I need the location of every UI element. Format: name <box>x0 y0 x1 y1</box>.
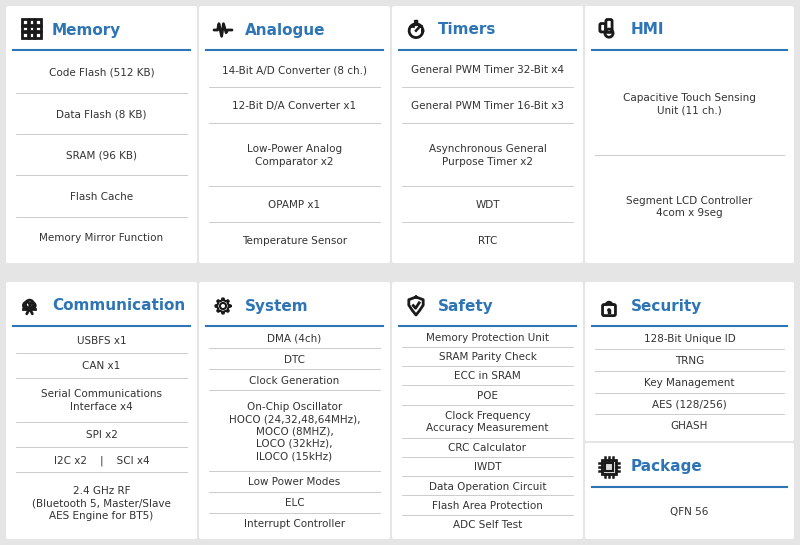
Text: CRC Calculator: CRC Calculator <box>449 443 526 453</box>
Text: CAN x1: CAN x1 <box>82 361 121 371</box>
Text: 2.4 GHz RF
(Bluetooth 5, Master/Slave
AES Engine for BT5): 2.4 GHz RF (Bluetooth 5, Master/Slave AE… <box>32 487 171 521</box>
Text: Clock Generation: Clock Generation <box>250 376 340 386</box>
Text: Flash Cache: Flash Cache <box>70 192 133 202</box>
Circle shape <box>608 309 610 311</box>
Bar <box>602 460 616 474</box>
FancyBboxPatch shape <box>585 282 794 441</box>
Bar <box>22 33 27 38</box>
Text: Segment LCD Controller
4com x 9seg: Segment LCD Controller 4com x 9seg <box>626 196 753 219</box>
FancyBboxPatch shape <box>199 282 390 539</box>
Text: IWDT: IWDT <box>474 462 502 473</box>
Text: Clock Frequency
Accuracy Measurement: Clock Frequency Accuracy Measurement <box>426 411 549 433</box>
Bar <box>414 20 418 22</box>
Text: DMA (4ch): DMA (4ch) <box>267 334 322 344</box>
Text: Key Management: Key Management <box>644 378 734 387</box>
Bar <box>605 463 613 471</box>
Bar <box>29 19 34 25</box>
Text: Capacitive Touch Sensing
Unit (11 ch.): Capacitive Touch Sensing Unit (11 ch.) <box>623 93 756 115</box>
Text: I2C x2    |    SCI x4: I2C x2 | SCI x4 <box>54 455 150 465</box>
Text: RTC: RTC <box>478 236 497 246</box>
Text: Asynchronous General
Purpose Timer x2: Asynchronous General Purpose Timer x2 <box>429 144 546 167</box>
Bar <box>29 26 34 32</box>
FancyBboxPatch shape <box>585 443 794 539</box>
Text: Memory: Memory <box>52 22 122 38</box>
Bar <box>22 19 27 25</box>
Bar <box>22 26 27 32</box>
Text: Timers: Timers <box>438 22 496 38</box>
Text: 12-Bit D/A Converter x1: 12-Bit D/A Converter x1 <box>233 101 357 111</box>
Text: OPAMP x1: OPAMP x1 <box>269 200 321 210</box>
Bar <box>35 33 41 38</box>
Text: Security: Security <box>631 299 702 313</box>
Text: GHASH: GHASH <box>671 421 708 431</box>
Text: Flash Area Protection: Flash Area Protection <box>432 501 543 511</box>
Text: SPI x2: SPI x2 <box>86 430 118 440</box>
FancyBboxPatch shape <box>585 6 794 263</box>
Text: Safety: Safety <box>438 299 494 313</box>
Bar <box>35 26 41 32</box>
Text: 128-Bit Unique ID: 128-Bit Unique ID <box>644 334 735 344</box>
Text: USBFS x1: USBFS x1 <box>77 336 126 346</box>
Text: Analogue: Analogue <box>245 22 326 38</box>
Text: Data Operation Circuit: Data Operation Circuit <box>429 482 546 492</box>
FancyBboxPatch shape <box>392 6 583 263</box>
Bar <box>29 33 34 38</box>
Text: SRAM Parity Check: SRAM Parity Check <box>438 352 537 362</box>
Text: Interrupt Controller: Interrupt Controller <box>244 519 345 529</box>
Text: TRNG: TRNG <box>675 356 704 366</box>
Text: Low-Power Analog
Comparator x2: Low-Power Analog Comparator x2 <box>247 144 342 167</box>
FancyBboxPatch shape <box>6 282 197 539</box>
Text: Data Flash (8 KB): Data Flash (8 KB) <box>56 109 146 119</box>
Text: Serial Communications
Interface x4: Serial Communications Interface x4 <box>41 389 162 412</box>
Text: General PWM Timer 16-Bit x3: General PWM Timer 16-Bit x3 <box>411 101 564 111</box>
Text: Package: Package <box>631 459 702 475</box>
Bar <box>35 19 41 25</box>
Text: System: System <box>245 299 309 313</box>
Text: Code Flash (512 KB): Code Flash (512 KB) <box>49 68 154 78</box>
Text: General PWM Timer 32-Bit x4: General PWM Timer 32-Bit x4 <box>411 65 564 75</box>
Text: HMI: HMI <box>631 22 665 38</box>
Text: Memory Protection Unit: Memory Protection Unit <box>426 333 549 343</box>
FancyBboxPatch shape <box>392 282 583 539</box>
Text: Memory Mirror Function: Memory Mirror Function <box>39 233 163 243</box>
FancyBboxPatch shape <box>199 6 390 263</box>
Text: ADC Self Test: ADC Self Test <box>453 520 522 530</box>
Text: WDT: WDT <box>475 200 500 210</box>
Text: On-Chip Oscillator
HOCO (24,32,48,64MHz),
MOCO (8MHZ),
LOCO (32kHz),
ILOCO (15kH: On-Chip Oscillator HOCO (24,32,48,64MHz)… <box>229 402 360 461</box>
Text: QFN 56: QFN 56 <box>670 507 709 517</box>
Text: SRAM (96 KB): SRAM (96 KB) <box>66 150 137 160</box>
Text: AES (128/256): AES (128/256) <box>652 399 727 409</box>
Text: 14-Bit A/D Converter (8 ch.): 14-Bit A/D Converter (8 ch.) <box>222 65 367 75</box>
Text: POE: POE <box>477 391 498 401</box>
FancyBboxPatch shape <box>6 6 197 263</box>
Text: Low Power Modes: Low Power Modes <box>248 477 341 487</box>
Text: ECC in SRAM: ECC in SRAM <box>454 372 521 382</box>
Text: ELC: ELC <box>285 498 304 508</box>
Text: Temperature Sensor: Temperature Sensor <box>242 236 347 246</box>
Text: Communication: Communication <box>52 299 186 313</box>
Text: DTC: DTC <box>284 355 305 365</box>
